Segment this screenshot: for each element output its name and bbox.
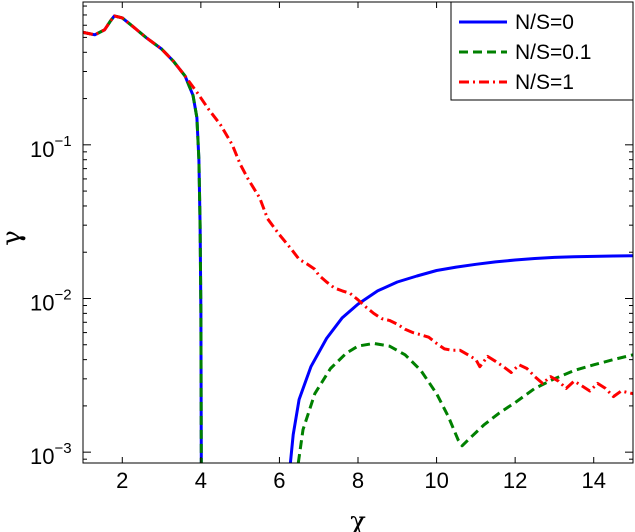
x-tick-label-6: 14 bbox=[581, 468, 605, 493]
y-tick-label-1: 10−2 bbox=[30, 286, 72, 315]
y-axis-title: γ bbox=[0, 230, 27, 246]
y-tick-label-2: 10−3 bbox=[30, 440, 72, 469]
x-tick-label-2: 6 bbox=[273, 468, 285, 493]
x-axis-title: χ bbox=[350, 507, 366, 532]
series-layer bbox=[83, 14, 633, 463]
x-tick-label-3: 8 bbox=[352, 468, 364, 493]
y-tick-label-0: 10−1 bbox=[30, 133, 72, 162]
legend-label-0: N/S=0 bbox=[515, 11, 574, 34]
series-line-1 bbox=[83, 14, 633, 463]
x-tick-label-1: 4 bbox=[195, 468, 207, 493]
legend: N/S=0 N/S=0.1 N/S=1 bbox=[450, 1, 634, 101]
legend-label-1: N/S=0.1 bbox=[515, 41, 591, 64]
legend-label-2: N/S=1 bbox=[515, 71, 574, 94]
x-tick-label-4: 10 bbox=[424, 468, 448, 493]
tick-layer: 2 4 6 8 10 12 14 10−1 10−2 10−3 bbox=[30, 2, 633, 493]
x-tick-label-0: 2 bbox=[116, 468, 128, 493]
x-tick-label-5: 12 bbox=[503, 468, 527, 493]
series-line-2 bbox=[83, 14, 633, 399]
